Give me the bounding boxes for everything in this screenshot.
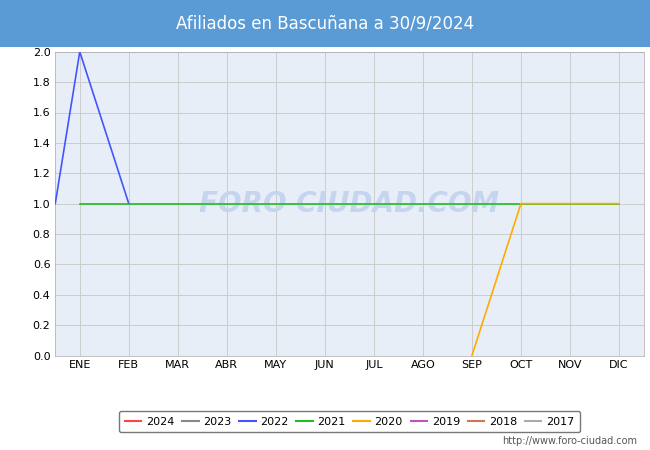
Legend: 2024, 2023, 2022, 2021, 2020, 2019, 2018, 2017: 2024, 2023, 2022, 2021, 2020, 2019, 2018… [119,411,580,432]
Text: FORO CIUDAD.COM: FORO CIUDAD.COM [200,189,499,218]
Text: http://www.foro-ciudad.com: http://www.foro-ciudad.com [502,436,637,446]
Text: Afiliados en Bascuñana a 30/9/2024: Afiliados en Bascuñana a 30/9/2024 [176,14,474,33]
